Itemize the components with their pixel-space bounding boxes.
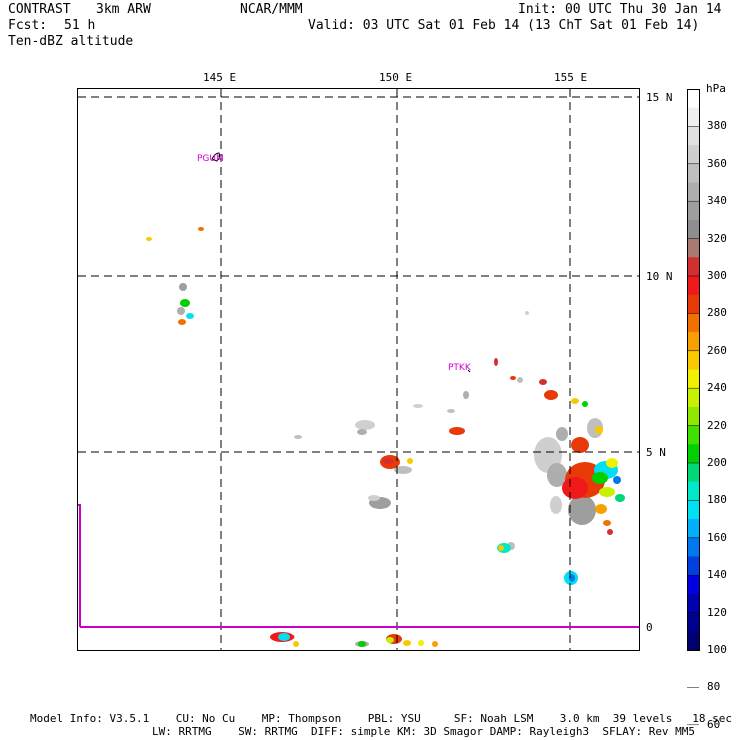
colorbar-swatch <box>687 537 699 557</box>
colorbar-swatch <box>687 332 699 352</box>
colorbar-tick-label: 240 <box>707 381 727 395</box>
forecast-hour: 51 h <box>64 18 96 33</box>
forecast-label: Fcst: <box>8 18 48 33</box>
colorbar-frame <box>687 89 700 651</box>
lon-label-150: 150 E <box>379 71 413 84</box>
lat-label-10n: 10 N <box>646 270 673 283</box>
colorbar-swatch <box>687 388 699 408</box>
colorbar-swatch <box>687 201 699 221</box>
colorbar-swatch <box>687 425 699 445</box>
colorbar-swatch <box>687 257 699 277</box>
colorbar-swatch <box>687 631 699 651</box>
station-label-ptkk: PTKK <box>448 363 472 373</box>
model-name: CONTRAST <box>8 2 71 17</box>
radar-echo-grey <box>177 283 603 647</box>
colorbar-swatch <box>687 89 699 109</box>
colorbar-tick-label: 380 <box>707 119 727 133</box>
graticule <box>78 89 639 650</box>
domain-boundary <box>78 504 81 627</box>
colorbar-swatch <box>687 219 699 240</box>
colorbar-tick-label: 300 <box>707 269 727 282</box>
colorbar-swatch <box>687 350 699 370</box>
colorbar-swatch <box>687 519 699 539</box>
colorbar-swatch <box>687 107 699 127</box>
model-resolution: 3km ARW <box>96 2 151 17</box>
colorbar-swatch <box>687 444 699 464</box>
colorbar-swatch <box>687 276 699 296</box>
colorbar-swatch <box>687 145 699 165</box>
model-info-line1: Model Info: V3.5.1 CU: No Cu MP: Thompso… <box>30 712 732 725</box>
lat-label-15n: 15 N <box>646 91 673 104</box>
colorbar-swatch <box>687 126 699 146</box>
colorbar-tick-label: 140 <box>707 568 727 582</box>
colorbar-tick-label: 280 <box>707 306 727 320</box>
colorbar-tick-label: 160 <box>707 530 727 544</box>
colorbar-swatch <box>687 556 699 576</box>
colorbar-tick-label: 360 <box>707 156 727 170</box>
colorbar-swatch <box>687 463 699 483</box>
colorbar-swatch <box>687 313 699 333</box>
colorbar-unit: hPa <box>706 82 726 95</box>
init-time: Init: 00 UTC Thu 30 Jan 14 <box>518 2 722 17</box>
colorbar-tick-label: 100 <box>707 643 727 656</box>
field-name: Ten-dBZ altitude <box>8 34 134 49</box>
colorbar-tick-label: 260 <box>707 343 727 357</box>
colorbar <box>687 89 700 726</box>
colorbar-swatch <box>687 369 699 389</box>
lon-label-145: 145 E <box>203 71 237 84</box>
station-label-pgum: PGUM <box>197 154 224 164</box>
radar-echo-colored <box>146 227 625 647</box>
colorbar-tick-label: 180 <box>707 493 727 507</box>
lon-label-155: 155 E <box>554 71 588 84</box>
colorbar-swatch <box>687 500 699 520</box>
colorbar-swatch <box>687 593 699 614</box>
valid-time: Valid: 03 UTC Sat 01 Feb 14 (13 ChT Sat … <box>308 18 700 33</box>
chuuk-coastline <box>467 369 471 373</box>
colorbar-tick-label: 80 <box>707 680 721 694</box>
colorbar-tick-label: 200 <box>707 456 727 469</box>
colorbar-swatch <box>687 406 699 427</box>
colorbar-swatch <box>687 481 699 501</box>
colorbar-tick-label: 120 <box>707 605 727 619</box>
colorbar-swatch <box>687 575 699 595</box>
guam-coastline <box>211 152 221 162</box>
map-frame <box>77 88 640 651</box>
colorbar-tick-label: 340 <box>707 194 727 208</box>
colorbar-swatch <box>687 182 699 202</box>
colorbar-swatch <box>687 294 699 314</box>
lat-label-5n: 5 N <box>646 446 666 459</box>
organization: NCAR/MMM <box>240 2 303 17</box>
colorbar-tick-label: 60 <box>707 717 721 731</box>
colorbar-tick-label: 220 <box>707 418 727 432</box>
colorbar-tick-label: 320 <box>707 231 727 245</box>
colorbar-swatch <box>687 238 699 258</box>
colorbar-swatch <box>687 163 699 183</box>
colorbar-swatch <box>687 612 699 632</box>
model-info-line2: LW: RRTMG SW: RRTMG DIFF: simple KM: 3D … <box>152 725 696 738</box>
lat-label-equator: 0 <box>646 621 653 634</box>
